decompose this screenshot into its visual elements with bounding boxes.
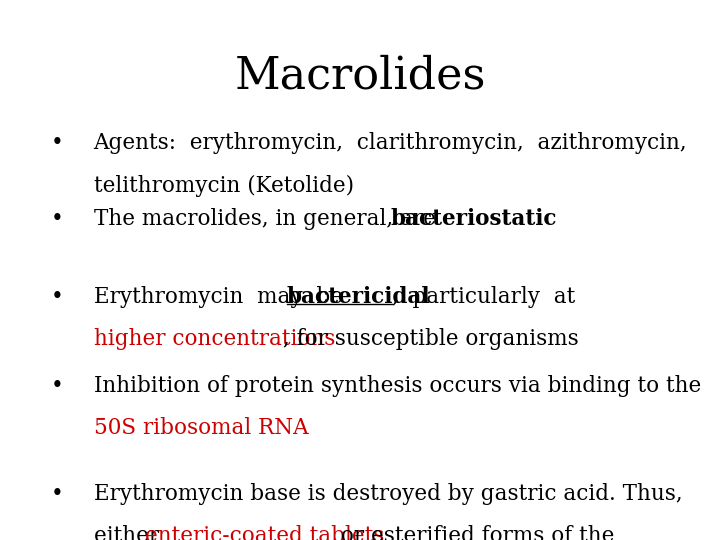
Text: Inhibition of protein synthesis occurs via binding to the: Inhibition of protein synthesis occurs v… <box>94 375 701 397</box>
Text: enteric-coated tablets: enteric-coated tablets <box>145 525 384 540</box>
Text: Erythromycin  may  be: Erythromycin may be <box>94 286 349 308</box>
Text: or esterified forms of the: or esterified forms of the <box>334 525 614 540</box>
Text: The macrolides, in general, are: The macrolides, in general, are <box>94 208 442 230</box>
Text: Macrolides: Macrolides <box>234 54 486 97</box>
Text: Agents:  erythromycin,  clarithromycin,  azithromycin,: Agents: erythromycin, clarithromycin, az… <box>94 132 687 154</box>
Text: •: • <box>50 375 63 397</box>
Text: •: • <box>50 132 63 154</box>
Text: bactericidal: bactericidal <box>287 286 430 308</box>
Text: , for susceptible organisms: , for susceptible organisms <box>283 328 579 350</box>
Text: •: • <box>50 483 63 505</box>
Text: ,  particularly  at: , particularly at <box>392 286 576 308</box>
Text: bacteriostatic: bacteriostatic <box>391 208 557 230</box>
Text: Erythromycin base is destroyed by gastric acid. Thus,: Erythromycin base is destroyed by gastri… <box>94 483 683 505</box>
Text: telithromycin (Ketolide): telithromycin (Ketolide) <box>94 174 354 197</box>
Text: either: either <box>94 525 166 540</box>
Text: 50S ribosomal RNA: 50S ribosomal RNA <box>94 417 308 440</box>
Text: higher concentrations: higher concentrations <box>94 328 335 350</box>
Text: •: • <box>50 286 63 308</box>
Text: •: • <box>50 208 63 230</box>
